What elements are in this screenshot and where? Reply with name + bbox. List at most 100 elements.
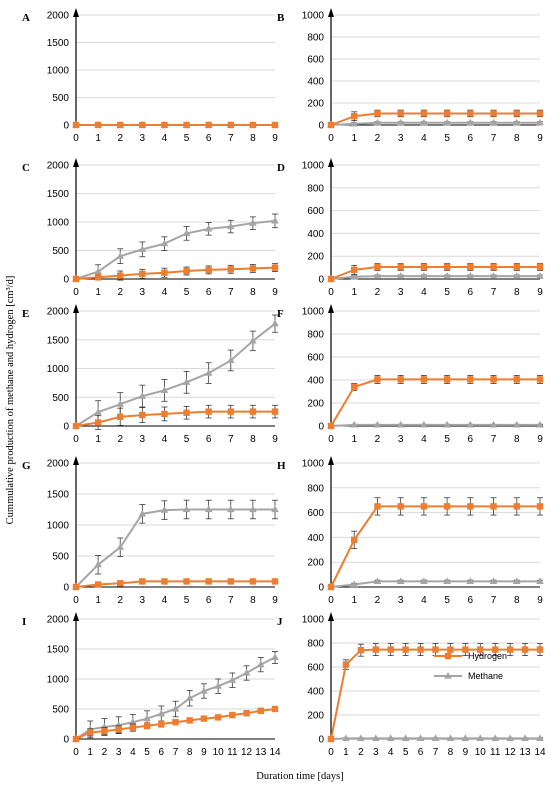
data-point — [205, 578, 212, 585]
data-point — [143, 714, 151, 722]
x-tick-label: 5 — [403, 747, 409, 758]
data-point — [271, 505, 279, 513]
x-tick-label: 12 — [505, 747, 517, 758]
data-point — [205, 266, 212, 274]
data-point — [205, 408, 212, 415]
y-tick-label: 0 — [318, 583, 324, 594]
x-tick-label: 1 — [351, 287, 357, 298]
x-tick-label: 1 — [343, 747, 349, 758]
x-tick-label: 11 — [490, 747, 501, 758]
data-point — [271, 264, 279, 271]
data-point — [420, 376, 428, 383]
x-tick-label: 13 — [520, 747, 532, 758]
data-point — [94, 267, 102, 275]
data-point — [271, 705, 279, 713]
data-point — [489, 118, 498, 126]
data-point — [490, 110, 497, 117]
x-tick-label: 5 — [444, 595, 450, 606]
data-point — [443, 503, 451, 510]
data-point — [117, 272, 124, 279]
x-tick-label: 5 — [184, 434, 190, 445]
data-point — [327, 735, 335, 743]
data-point — [466, 118, 475, 126]
y-tick-label: 500 — [52, 246, 69, 257]
panel-e: 0 500 1000 1500 2000 0 1 2 3 4 5 6 7 8 9 E — [22, 304, 279, 445]
data-point — [386, 734, 395, 741]
x-tick-label: 7 — [433, 747, 439, 758]
data-point — [492, 646, 499, 653]
data-point — [182, 378, 191, 385]
data-point — [249, 505, 257, 513]
data-point — [116, 400, 125, 407]
x-tick-label: 4 — [162, 595, 168, 606]
x-tick-label: 7 — [228, 595, 234, 606]
y-tick-label: 500 — [52, 552, 69, 563]
y-tick-label: 1000 — [302, 161, 325, 172]
data-point — [477, 646, 484, 653]
data-point — [200, 715, 208, 722]
y-tick-label: 200 — [307, 558, 324, 569]
data-point — [374, 376, 381, 383]
y-tick-label: 0 — [63, 121, 69, 132]
data-point — [513, 263, 520, 271]
x-tick-label: 4 — [421, 434, 427, 445]
series-line — [75, 508, 275, 588]
data-point — [116, 252, 125, 259]
x-tick-label: 6 — [468, 595, 474, 606]
x-tick-label: 3 — [140, 287, 146, 298]
x-tick-label: 2 — [358, 747, 364, 758]
data-point — [373, 577, 382, 585]
series-hydrogen — [327, 374, 544, 430]
data-point — [249, 121, 257, 129]
panel-label: B — [277, 12, 285, 24]
data-point — [87, 729, 94, 736]
data-point — [94, 121, 102, 129]
data-point — [271, 319, 279, 327]
data-point — [420, 118, 428, 126]
y-axis-label: Cummulative production of methane and hy… — [5, 276, 16, 525]
x-tick-label: 3 — [373, 747, 379, 758]
series-line — [330, 266, 540, 280]
data-point — [467, 376, 474, 383]
data-point — [350, 272, 359, 280]
data-point — [397, 503, 404, 510]
series-line — [330, 121, 540, 126]
series-line — [330, 580, 540, 588]
x-tick-label: 8 — [514, 133, 520, 144]
data-point — [467, 110, 474, 117]
x-tick-label: 8 — [187, 747, 193, 758]
data-point — [512, 272, 521, 279]
data-point — [506, 734, 514, 741]
data-point — [117, 121, 124, 129]
data-point — [536, 646, 544, 653]
data-point — [226, 356, 235, 364]
data-point — [462, 646, 469, 653]
x-tick-label: 7 — [228, 434, 234, 445]
data-point — [243, 710, 250, 717]
y-tick-label: 200 — [307, 399, 324, 410]
series-hydrogen — [327, 263, 544, 283]
x-axis-label: Duration time [days] — [256, 771, 343, 782]
y-tick-label: 2000 — [47, 307, 70, 318]
data-point — [94, 560, 102, 568]
x-tick-label: 1 — [351, 595, 357, 606]
x-tick-label: 3 — [398, 595, 404, 606]
data-point — [271, 216, 279, 224]
data-point — [101, 728, 108, 735]
data-point — [443, 272, 451, 279]
x-tick-label: 0 — [73, 595, 79, 606]
x-tick-label: 0 — [73, 133, 79, 144]
data-point — [227, 578, 234, 585]
x-tick-label: 1 — [95, 434, 101, 445]
y-tick-label: 500 — [52, 93, 69, 104]
y-tick-label: 1500 — [47, 490, 70, 501]
x-tick-label: 1 — [351, 133, 357, 144]
y-axis-arrow — [328, 456, 334, 465]
panel-h: 0 200 400 600 800 1000 0 1 2 3 4 5 6 7 8 9 H — [277, 456, 544, 606]
data-point — [536, 376, 544, 383]
series-hydrogen — [327, 109, 544, 129]
x-tick-label: 4 — [162, 434, 168, 445]
x-tick-label: 3 — [140, 434, 146, 445]
x-tick-label: 5 — [184, 133, 190, 144]
data-point — [138, 245, 147, 252]
